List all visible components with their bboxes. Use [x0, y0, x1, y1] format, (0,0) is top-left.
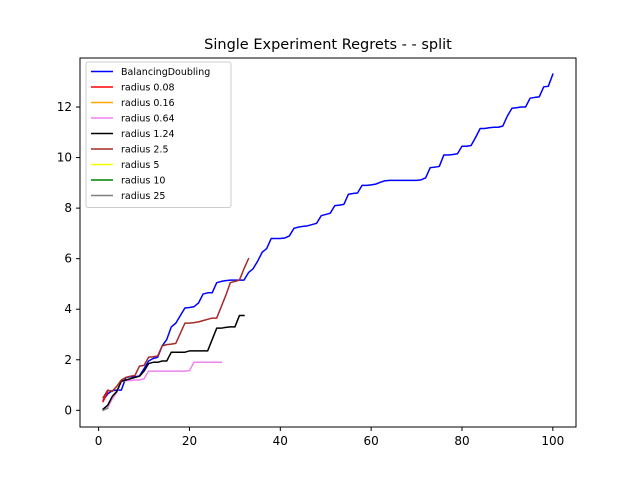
legend-label-radius-25: radius 25 [121, 191, 165, 202]
series-line-balancingdoubling [102, 73, 554, 402]
legend-label-radius-1-24: radius 1.24 [121, 129, 175, 140]
x-tick-label: 80 [454, 434, 469, 448]
y-tick-label: 0 [64, 403, 72, 417]
axes-frame [79, 57, 577, 428]
series-line-radius-2-5 [102, 257, 250, 399]
series-line-radius-25 [102, 407, 109, 412]
x-axis: 0 20 40 60 80 100 [95, 427, 564, 448]
x-tick-label: 40 [273, 434, 288, 448]
legend-label-balancingdoubling: BalancingDoubling [121, 67, 210, 78]
series-line-radius-0-08 [102, 390, 109, 403]
legend-label-radius-0-64: radius 0.64 [121, 114, 175, 125]
y-axis: 0 2 4 6 8 10 12 [57, 100, 80, 417]
plot-lines [102, 73, 554, 412]
x-tick-label: 100 [541, 434, 564, 448]
x-tick-label: 0 [95, 434, 103, 448]
series-line-radius-1-24 [102, 314, 245, 411]
legend: BalancingDoubling radius 0.08 radius 0.16 r… [85, 61, 232, 208]
y-tick-label: 12 [57, 100, 72, 114]
series-line-radius-0-64 [102, 361, 223, 412]
legend-label-radius-0-16: radius 0.16 [121, 98, 175, 109]
y-tick-label: 6 [64, 252, 72, 266]
legend-label-radius-10: radius 10 [121, 176, 165, 187]
legend-box [85, 61, 232, 208]
y-tick-label: 8 [64, 201, 72, 215]
legend-label-radius-0-08: radius 0.08 [121, 83, 175, 94]
y-tick-label: 4 [64, 302, 72, 316]
x-tick-label: 20 [182, 434, 197, 448]
x-tick-label: 60 [364, 434, 379, 448]
legend-label-radius-2-5: radius 2.5 [121, 145, 169, 156]
y-tick-label: 2 [64, 353, 72, 367]
legend-label-radius-5: radius 5 [121, 160, 159, 171]
y-tick-label: 10 [57, 151, 72, 165]
chart-title: Single Experiment Regrets - - split [204, 37, 452, 53]
